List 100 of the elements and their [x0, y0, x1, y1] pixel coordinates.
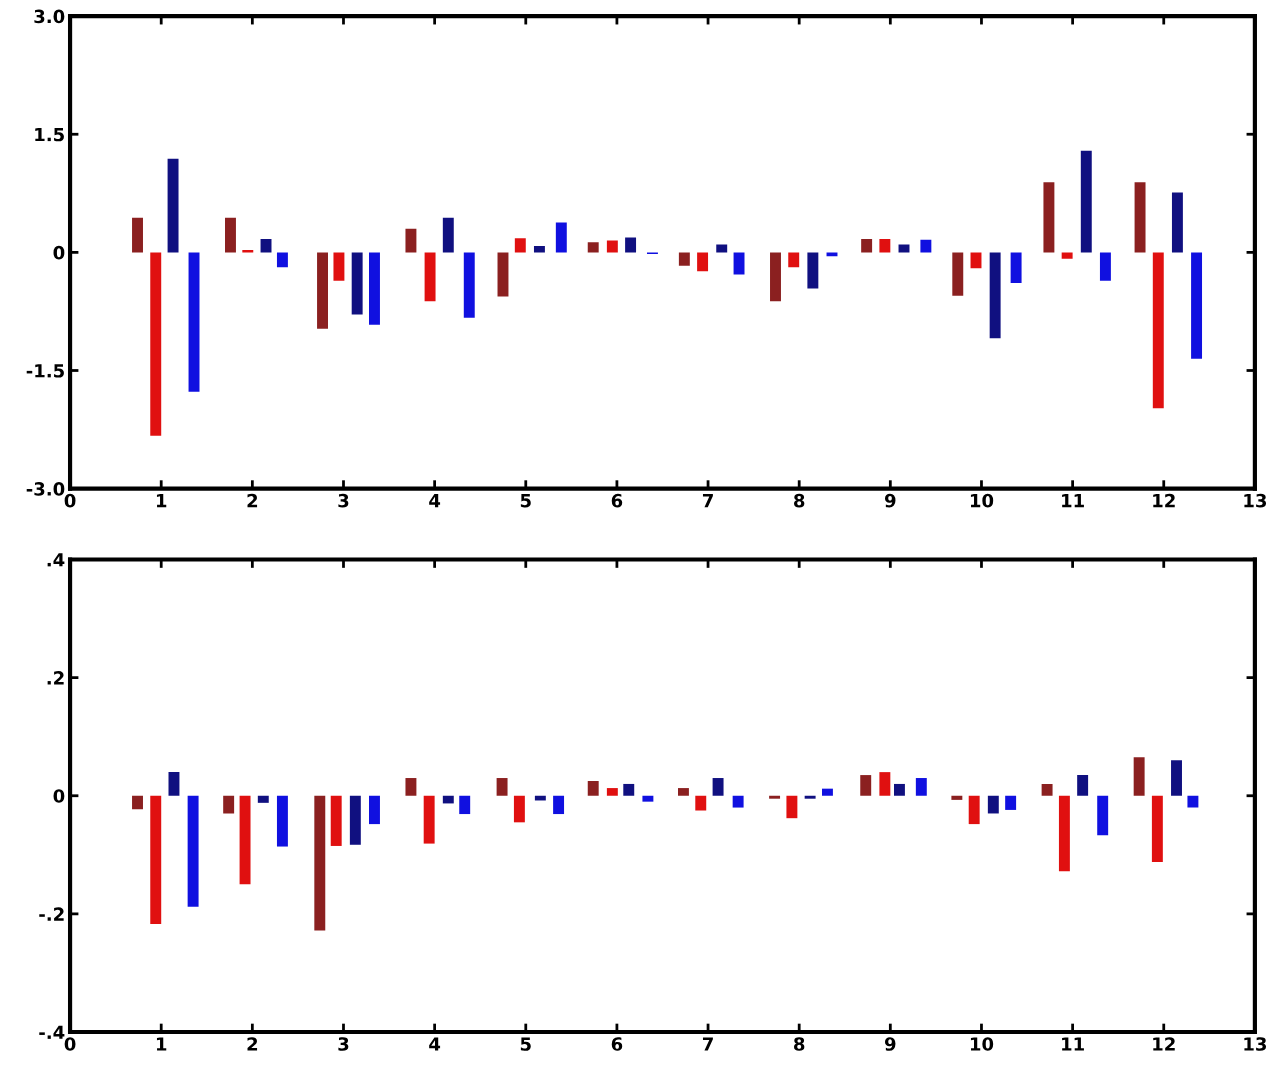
bar: [1010, 252, 1022, 284]
bar: [1061, 252, 1073, 259]
bar: [276, 795, 288, 847]
bar: [533, 246, 545, 253]
x-tick-label: 5: [520, 1037, 531, 1051]
bar: [893, 783, 905, 796]
bar: [223, 795, 235, 814]
bar: [1151, 795, 1163, 862]
bar: [879, 772, 891, 796]
x-tick-label: 4: [429, 494, 441, 508]
x-tick-label: 6: [611, 1037, 623, 1051]
bar: [770, 252, 781, 302]
y-tick-label: 0: [53, 789, 65, 803]
x-tick-label: 9: [884, 493, 896, 508]
bar: [804, 795, 816, 799]
bar: [642, 795, 654, 802]
bar: [496, 778, 508, 796]
y-tick-label: .2: [47, 671, 64, 685]
bar: [150, 795, 162, 924]
bar: [970, 252, 982, 269]
x-tick-label: 3: [338, 1037, 349, 1051]
bar: [697, 252, 709, 272]
bar: [351, 252, 363, 315]
bar: [1191, 252, 1203, 359]
x-tick-label: 1: [156, 1037, 167, 1051]
bar: [695, 795, 707, 811]
bar: [369, 252, 380, 325]
bar: [1134, 182, 1146, 253]
bar: [132, 217, 143, 253]
bar: [405, 228, 417, 253]
x-tick-label: 5: [520, 494, 531, 508]
bar: [369, 795, 380, 825]
bar: [276, 252, 288, 268]
bar: [1058, 795, 1070, 872]
x-tick-label: 0: [64, 493, 76, 508]
bar: [587, 780, 599, 796]
bar: [826, 252, 838, 257]
x-tick-label: 10: [970, 1037, 994, 1051]
bar: [951, 795, 963, 800]
y-tick-label: 3.0: [34, 9, 65, 24]
bar: [513, 795, 525, 823]
bar: [1043, 182, 1055, 253]
bar: [678, 252, 690, 266]
bar: [606, 240, 618, 253]
bar: [424, 252, 436, 302]
bar: [587, 242, 599, 253]
bar: [712, 778, 724, 796]
bar: [952, 252, 964, 296]
bar: [225, 217, 236, 253]
bar: [333, 252, 345, 281]
bar: [1041, 783, 1053, 796]
bar: [1099, 252, 1111, 281]
y-tick-label: 0: [53, 245, 65, 260]
x-tick-label: 9: [884, 1037, 896, 1051]
bar: [807, 252, 819, 289]
bar: [442, 795, 454, 804]
x-tick-label: 0: [64, 1037, 76, 1051]
bar: [330, 795, 342, 846]
bar: [786, 795, 798, 819]
x-tick-label: 8: [794, 493, 805, 508]
bar: [861, 238, 873, 253]
x-tick-label: 8: [794, 1037, 805, 1051]
bar: [514, 238, 526, 253]
bar: [463, 252, 475, 318]
bar: [257, 795, 269, 803]
x-tick-label: 6: [611, 493, 623, 508]
x-tick-label: 4: [429, 1037, 441, 1051]
x-tick-label: 1: [156, 494, 167, 508]
bar: [606, 788, 618, 796]
x-tick-label: 2: [247, 493, 258, 508]
bar: [405, 778, 417, 796]
y-tick-label: -.4: [39, 1025, 65, 1039]
bar: [989, 252, 1001, 339]
bar: [1171, 192, 1183, 253]
bar: [555, 222, 567, 253]
x-tick-label: 11: [1062, 494, 1084, 508]
bar: [821, 788, 833, 796]
bar: [314, 795, 326, 931]
x-tick-label: 7: [702, 494, 713, 508]
bar: [733, 252, 745, 275]
x-tick-label: 7: [702, 1037, 713, 1051]
bar: [625, 237, 637, 253]
bar: [132, 795, 143, 810]
y-tick-label: .4: [47, 553, 65, 567]
x-tick-label: 10: [970, 493, 994, 508]
bar: [553, 795, 565, 815]
bar: [1097, 795, 1109, 836]
bar: [1187, 795, 1199, 808]
bar: [879, 238, 891, 253]
x-tick-label: 12: [1153, 493, 1175, 508]
bar: [459, 795, 471, 815]
bar: [349, 795, 361, 845]
bar: [187, 795, 199, 907]
bar: [317, 252, 328, 329]
bar: [732, 795, 744, 808]
bar: [623, 783, 635, 796]
bar: [1077, 775, 1089, 796]
bar: [1171, 760, 1182, 796]
bar: [167, 158, 179, 253]
bar: [150, 252, 162, 436]
